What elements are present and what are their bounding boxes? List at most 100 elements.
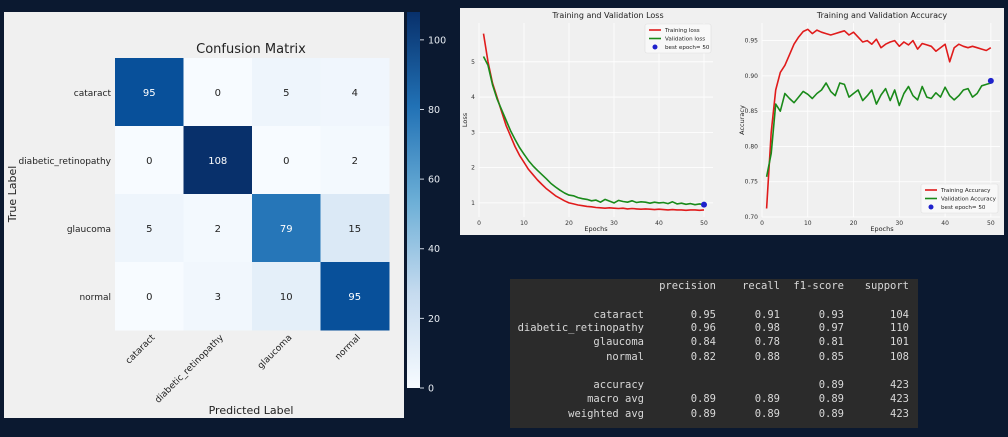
cm-cell-value: 4 bbox=[352, 88, 358, 99]
cm-cell bbox=[252, 194, 321, 263]
y-tick-label: 0.75 bbox=[745, 179, 759, 186]
y-tick-label: 2 bbox=[471, 165, 475, 172]
confusion-matrix-chart: Confusion Matrix Predicted Label True La… bbox=[6, 42, 390, 417]
legend-label: best epoch= 50 bbox=[941, 205, 986, 211]
cm-cell-value: 3 bbox=[215, 292, 221, 303]
best-epoch-marker bbox=[987, 77, 994, 84]
legend-label: Validation Accuracy bbox=[941, 197, 997, 203]
cm-y-axis-label: True Label bbox=[6, 166, 19, 224]
cm-cell-value: 5 bbox=[283, 88, 289, 99]
x-tick-label: 40 bbox=[941, 220, 949, 227]
report-cell: 0.91 bbox=[754, 309, 780, 321]
cm-cell-value: 15 bbox=[348, 224, 361, 235]
report-cell: 110 bbox=[890, 322, 909, 334]
report-cell: 0.85 bbox=[818, 351, 844, 363]
cm-cell bbox=[320, 58, 390, 127]
legend-label: best epoch= 50 bbox=[665, 45, 710, 51]
loss-chart: Training and Validation Loss Epochs Loss… bbox=[461, 11, 713, 233]
report-cell: 0.89 bbox=[690, 393, 716, 405]
cm-cell bbox=[183, 58, 253, 127]
plot-area bbox=[479, 23, 713, 217]
y-tick-label: 0.95 bbox=[745, 38, 759, 45]
cm-cell bbox=[115, 262, 184, 331]
cm-cell-value: 10 bbox=[280, 292, 293, 303]
series-line bbox=[482, 56, 705, 206]
classification-report: precision recall f1-score support cataract 0.… bbox=[510, 279, 918, 428]
report-cell: 423 bbox=[890, 379, 909, 391]
report-cell: 0.89 bbox=[818, 393, 844, 405]
cm-cell-value: 2 bbox=[215, 224, 221, 235]
cm-x-axis-label: Predicted Label bbox=[209, 404, 294, 417]
legend-box bbox=[644, 23, 712, 54]
loss-chart-panel: Training and Validation Loss Epochs Loss… bbox=[460, 8, 734, 235]
colorbar-tick-label: 0 bbox=[428, 384, 434, 395]
cm-cell-value: 95 bbox=[143, 88, 156, 99]
report-cell: 0.89 bbox=[818, 379, 844, 391]
confusion-matrix-panel: Confusion Matrix Predicted Label True La… bbox=[4, 12, 404, 418]
loss-x-axis-label: Epochs bbox=[584, 225, 608, 233]
report-row-label: cataract bbox=[593, 309, 644, 321]
cm-cell bbox=[320, 194, 390, 263]
cm-y-tick-label: normal bbox=[79, 293, 111, 303]
cm-x-tick-label: diabetic_retinopathy bbox=[153, 333, 226, 406]
report-row-label: normal bbox=[606, 351, 644, 363]
report-cell: 0.78 bbox=[754, 336, 780, 348]
cm-x-tick-label: glaucoma bbox=[256, 333, 294, 371]
report-column-header: precision bbox=[659, 280, 716, 292]
acc-x-axis-label: Epochs bbox=[870, 225, 894, 233]
x-tick-label: 30 bbox=[895, 220, 903, 227]
cm-cell bbox=[115, 194, 184, 263]
report-cell: 108 bbox=[890, 351, 909, 363]
x-tick-label: 0 bbox=[477, 220, 481, 227]
report-cell: 0.89 bbox=[754, 408, 780, 420]
cm-cell-value: 108 bbox=[208, 156, 227, 167]
y-tick-label: 5 bbox=[471, 59, 475, 66]
report-column-header: recall bbox=[742, 280, 780, 292]
cm-cell bbox=[183, 126, 253, 195]
report-cell: 0.88 bbox=[754, 351, 780, 363]
cm-title: Confusion Matrix bbox=[196, 42, 306, 57]
report-column-header: support bbox=[864, 280, 909, 292]
cm-y-tick-label: glaucoma bbox=[67, 225, 111, 235]
loss-y-axis-label: Loss bbox=[461, 112, 469, 127]
x-tick-label: 40 bbox=[655, 220, 663, 227]
x-tick-label: 10 bbox=[520, 220, 528, 227]
legend-label: Validation loss bbox=[665, 37, 705, 43]
report-cell: 0.96 bbox=[690, 322, 716, 334]
report-cell: 0.89 bbox=[818, 408, 844, 420]
x-tick-label: 50 bbox=[987, 220, 995, 227]
cm-cell-value: 95 bbox=[348, 292, 361, 303]
y-tick-label: 4 bbox=[471, 94, 475, 101]
x-tick-label: 30 bbox=[610, 220, 618, 227]
legend-marker bbox=[928, 204, 934, 210]
y-tick-label: 0.80 bbox=[745, 143, 759, 150]
cm-x-tick-label: cataract bbox=[124, 333, 158, 367]
x-tick-label: 0 bbox=[760, 220, 764, 227]
report-row-label: macro avg bbox=[587, 393, 644, 405]
cm-cell bbox=[115, 126, 184, 195]
colorbar: 0 20 40 60 80 100 bbox=[407, 12, 446, 395]
x-tick-label: 20 bbox=[850, 220, 858, 227]
legend-label: Training loss bbox=[664, 28, 700, 34]
y-tick-label: 0.90 bbox=[745, 73, 759, 80]
report-row-label: glaucoma bbox=[593, 336, 644, 348]
acc-title: Training and Validation Accuracy bbox=[816, 11, 948, 20]
cm-cell-value: 0 bbox=[215, 88, 221, 99]
cm-cell bbox=[252, 58, 321, 127]
cm-cell bbox=[320, 262, 390, 331]
loss-title: Training and Validation Loss bbox=[551, 11, 663, 20]
cm-cell-value: 0 bbox=[283, 156, 289, 167]
colorbar-gradient bbox=[407, 12, 420, 388]
report-cell: 0.84 bbox=[690, 336, 716, 348]
x-tick-label: 50 bbox=[700, 220, 708, 227]
cm-cell-value: 79 bbox=[280, 224, 293, 235]
y-tick-label: 3 bbox=[471, 129, 475, 136]
acc-y-axis-label: Accuracy bbox=[738, 105, 746, 135]
report-row-label: weighted avg bbox=[568, 408, 644, 420]
y-tick-label: 0.70 bbox=[745, 214, 759, 221]
report-cell: 423 bbox=[890, 408, 909, 420]
cm-cell bbox=[252, 126, 321, 195]
y-tick-label: 1 bbox=[471, 200, 475, 207]
colorbar-panel: 0 20 40 60 80 100 bbox=[404, 12, 456, 418]
report-cell: 0.95 bbox=[690, 309, 716, 321]
